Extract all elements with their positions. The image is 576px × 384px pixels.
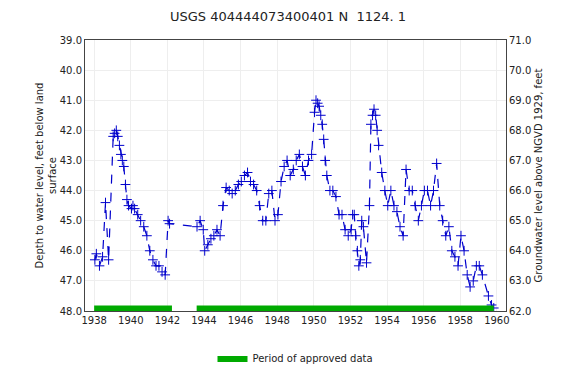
svg-text:40.0: 40.0 <box>60 65 82 76</box>
svg-text:41.0: 41.0 <box>60 95 82 106</box>
svg-text:71.0: 71.0 <box>509 35 531 46</box>
svg-text:USGS 404444073400401 N 1124.: USGS 404444073400401 N 1124. 1 <box>170 9 406 24</box>
svg-text:46.0: 46.0 <box>60 245 82 256</box>
svg-text:64.0: 64.0 <box>509 245 531 256</box>
svg-text:1942: 1942 <box>155 315 180 326</box>
svg-text:39.0: 39.0 <box>60 35 82 46</box>
svg-text:42.0: 42.0 <box>60 125 82 136</box>
svg-text:1940: 1940 <box>118 315 143 326</box>
svg-text:Groundwater level above NGVD 1: Groundwater level above NGVD 1929, feet <box>533 69 544 283</box>
svg-text:62.0: 62.0 <box>509 306 531 317</box>
svg-text:70.0: 70.0 <box>509 65 531 76</box>
svg-text:66.0: 66.0 <box>509 185 531 196</box>
svg-text:43.0: 43.0 <box>60 155 82 166</box>
svg-text:65.0: 65.0 <box>509 215 531 226</box>
svg-text:Period of approved data: Period of approved data <box>253 353 373 364</box>
svg-text:44.0: 44.0 <box>60 185 82 196</box>
svg-text:69.0: 69.0 <box>509 95 531 106</box>
svg-text:1938: 1938 <box>81 315 106 326</box>
svg-text:1954: 1954 <box>374 315 399 326</box>
svg-text:1952: 1952 <box>338 315 363 326</box>
svg-text:45.0: 45.0 <box>60 215 82 226</box>
svg-text:67.0: 67.0 <box>509 155 531 166</box>
svg-text:1950: 1950 <box>301 315 326 326</box>
svg-text:1958: 1958 <box>448 315 473 326</box>
svg-text:1960: 1960 <box>484 315 509 326</box>
svg-text:47.0: 47.0 <box>60 275 82 286</box>
svg-text:68.0: 68.0 <box>509 125 531 136</box>
svg-text:1956: 1956 <box>411 315 436 326</box>
svg-text:63.0: 63.0 <box>509 275 531 286</box>
svg-text:48.0: 48.0 <box>60 306 82 317</box>
svg-text:1948: 1948 <box>264 315 289 326</box>
svg-text:1946: 1946 <box>228 315 253 326</box>
svg-text:1944: 1944 <box>191 315 216 326</box>
svg-text:Depth to water level, feet bel: Depth to water level, feet below landsur… <box>34 83 58 269</box>
